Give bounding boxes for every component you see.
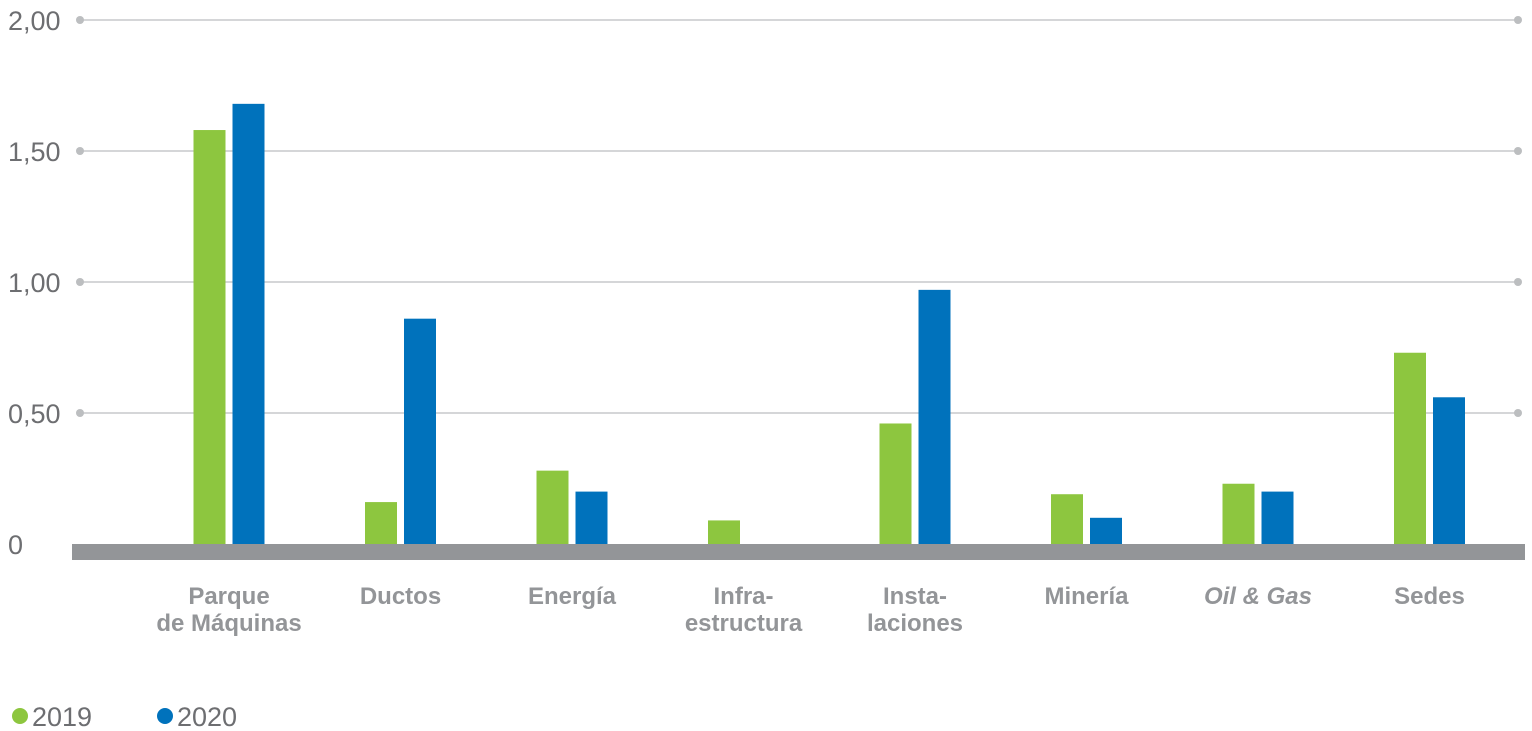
x-category-label-line: Minería — [1044, 583, 1129, 610]
x-axis-base-band — [72, 544, 1525, 560]
x-category-label-line: Energía — [528, 583, 617, 610]
x-category-label-line: Infra- — [714, 583, 774, 610]
bar-2019 — [879, 423, 912, 544]
bar-2020 — [232, 103, 265, 544]
bar-2020 — [918, 289, 951, 544]
x-category-label: Parque de Máquinas — [156, 583, 301, 637]
bar-2019 — [365, 502, 397, 544]
legend: 2019 2020 — [12, 702, 237, 731]
x-category-label: Sedes — [1394, 583, 1465, 610]
legend-label-2020: 2020 — [177, 702, 237, 731]
bar-2020 — [1433, 397, 1465, 544]
gridline-end-dot — [1514, 147, 1522, 155]
gridline-start-dot — [76, 16, 84, 24]
legend-label-2019: 2019 — [32, 702, 92, 731]
y-tick-label: 0 — [8, 530, 23, 560]
x-category-label: Minería — [1044, 583, 1129, 610]
bar-2020 — [404, 318, 436, 544]
bar-2020 — [575, 491, 608, 544]
bars — [193, 103, 1465, 545]
x-category-label-line: de Máquinas — [156, 610, 301, 637]
x-category-label-line: Sedes — [1394, 583, 1465, 610]
gridline-start-dot — [76, 278, 84, 286]
gridline-end-dot — [1514, 409, 1522, 417]
bar-2020 — [1261, 491, 1294, 544]
x-axis-baseline — [72, 544, 1525, 560]
legend-swatch-2020 — [157, 708, 173, 724]
bar-2020 — [1090, 517, 1122, 544]
gridline-start-dot — [76, 409, 84, 417]
gridline-end-dot — [1514, 278, 1522, 286]
y-tick-label: 1,50 — [8, 137, 61, 167]
bar-2019 — [1051, 494, 1083, 544]
bar-2019 — [1394, 352, 1426, 544]
bar-2019 — [708, 520, 740, 544]
x-category-label-line: Oil & Gas — [1204, 583, 1312, 610]
legend-swatch-2019 — [12, 708, 28, 724]
y-tick-label: 1,00 — [8, 268, 61, 298]
gridline-end-dot — [1514, 16, 1522, 24]
x-category-label: Energía — [528, 583, 617, 610]
x-category-label: Ductos — [360, 583, 441, 610]
x-category-label: Infra-estructura — [685, 583, 803, 637]
bar-2019 — [536, 470, 569, 544]
gridlines — [76, 16, 1522, 417]
x-category-label-line: estructura — [685, 610, 803, 637]
x-category-label-line: Ductos — [360, 583, 441, 610]
x-category-label-line: Parque — [188, 583, 269, 610]
y-axis-ticks: 0 0,50 1,00 1,50 2,00 — [8, 6, 61, 560]
x-axis-categories: Parque de Máquinas Ductos Energía Infra-estr… — [156, 583, 1465, 637]
x-category-label-line: laciones — [867, 610, 963, 637]
x-category-label-line: Insta- — [883, 583, 947, 610]
gridline-start-dot — [76, 147, 84, 155]
x-category-label: Oil & Gas — [1204, 583, 1312, 610]
x-category-label: Insta-laciones — [867, 583, 963, 637]
y-tick-label: 2,00 — [8, 6, 61, 36]
bar-2019 — [193, 130, 226, 545]
y-tick-label: 0,50 — [8, 399, 61, 429]
bar-2019 — [1222, 483, 1255, 544]
